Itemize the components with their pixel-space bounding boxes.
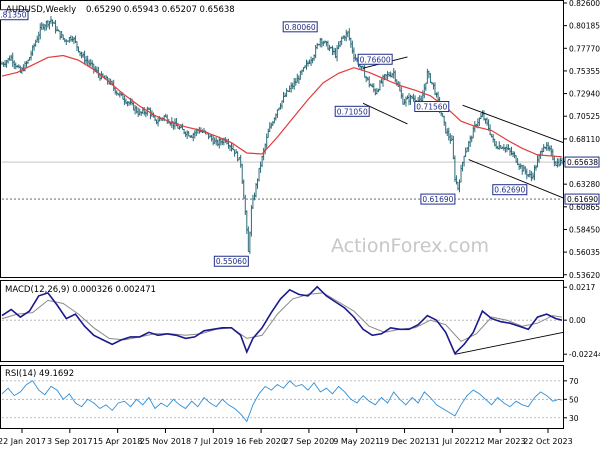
channel-trendline	[468, 159, 564, 199]
price-value-box: 0.65638	[564, 156, 600, 168]
price-tick-label: 0.80185	[569, 22, 600, 31]
price-annotation-label: 0.71560	[416, 103, 447, 112]
rsi-layer	[1, 380, 563, 423]
channel-trendline	[462, 104, 564, 144]
rsi-tick-label: 30	[569, 414, 579, 423]
price-annotation-label: 0.81350	[0, 11, 27, 20]
chart-title: AUDUSD,Weekly	[6, 5, 76, 15]
x-tick-label: 3 Sep 2017	[47, 437, 93, 446]
moving-average-line	[1, 54, 563, 158]
macd-panel-frame	[0, 280, 564, 362]
price-annotation-box	[492, 184, 528, 196]
price-bar	[561, 157, 563, 165]
price-tick-label: 0.60865	[569, 203, 600, 212]
rsi-panel-frame	[0, 365, 564, 429]
price-annotation-box	[420, 193, 456, 205]
macd-signal-line	[1, 292, 563, 343]
x-tick-label: 22 Oct 2023	[523, 437, 572, 446]
price-value-box-frame	[564, 193, 600, 205]
price-value-box: 0.61690	[564, 193, 600, 205]
ohlc-readout: 0.65290 0.65943 0.65207 0.65638	[86, 5, 235, 15]
price-panel-frame	[0, 0, 564, 278]
price-annotation: 0.55060	[213, 255, 249, 267]
x-tick-label: 27 Sep 2020	[284, 437, 335, 446]
price-value-box-label: 0.61690	[567, 195, 598, 204]
macd-line	[1, 285, 563, 355]
x-tick-label: 25 Nov 2018	[140, 437, 191, 446]
x-tick-label: 16 Feb 2020	[236, 437, 286, 446]
price-annotation: 0.76600	[357, 53, 393, 65]
macd-trendline	[454, 331, 564, 355]
rsi-tick-label: 50	[569, 395, 579, 404]
price-annotation-box	[213, 255, 249, 267]
price-annotation-label: 0.55060	[216, 257, 247, 266]
price-tick-label: 0.58450	[569, 225, 600, 234]
macd-tick-label: 0.00	[569, 316, 586, 325]
price-tick-label: 0.70525	[569, 112, 600, 121]
price-value-box-label: 0.65638	[567, 158, 598, 167]
price-annotation: 0.71050	[334, 105, 370, 117]
price-annotation-label: 0.80060	[285, 23, 316, 32]
price-value-box-frame	[564, 156, 600, 168]
price-tick-label: 0.82600	[569, 0, 600, 8]
price-annotation-label: 0.62690	[494, 186, 525, 195]
rsi-tick-label: 70	[569, 377, 579, 386]
price-annotation-label: 0.76600	[360, 55, 391, 64]
x-tick-label: 9 May 2021	[333, 437, 380, 446]
price-annotation: 0.62690	[492, 184, 528, 196]
channel-trendline	[362, 102, 408, 125]
x-tick-label: 15 Apr 2018	[93, 437, 142, 446]
rsi-label: RSI(14) 49.1692	[5, 369, 74, 379]
grid-layer	[2, 161, 562, 200]
price-tick-label: 0.68110	[569, 135, 600, 144]
price-annotation-box	[357, 53, 393, 65]
macd-layer	[1, 285, 564, 355]
price-annotation: 0.71560	[414, 101, 450, 113]
price-annotation-box	[414, 101, 450, 113]
macd-tick-label: -0.022445	[569, 350, 600, 359]
macd-tick-label: 0.0217	[569, 283, 595, 292]
price-annotation-label: 0.61690	[422, 195, 453, 204]
x-tick-label: 22 Jan 2017	[0, 437, 46, 446]
price-annotation-box	[334, 105, 370, 117]
price-tick-label: 0.77770	[569, 44, 600, 53]
price-annotation-box	[0, 9, 29, 21]
x-tick-label: 7 Jul 2019	[193, 437, 233, 446]
price-tick-label: 0.56035	[569, 248, 600, 257]
price-tick-label: 0.53620	[569, 271, 600, 280]
price-annotation: 0.81350	[0, 9, 29, 21]
x-tick-label: 12 Mar 2023	[475, 437, 526, 446]
price-tick-label: 0.63280	[569, 180, 600, 189]
x-tick-label: 31 Jul 2022	[430, 437, 475, 446]
price-annotation: 0.80060	[282, 21, 318, 33]
rsi-line	[1, 380, 563, 423]
price-layer: 0.81350 0.80060 0.76600 0.71050 0.71560 0.550…	[0, 9, 564, 267]
price-tick-label: 0.72940	[569, 90, 600, 99]
price-tick-label: 0.75355	[569, 67, 600, 76]
x-tick-label: 19 Dec 2021	[379, 437, 430, 446]
price-annotation-label: 0.71050	[337, 107, 368, 116]
price-annotation-box	[282, 21, 318, 33]
macd-label: MACD(12,26,9) 0.000326 0.002471	[5, 285, 156, 295]
watermark: ActionForex.com	[331, 235, 489, 257]
price-annotation: 0.61690	[420, 193, 456, 205]
